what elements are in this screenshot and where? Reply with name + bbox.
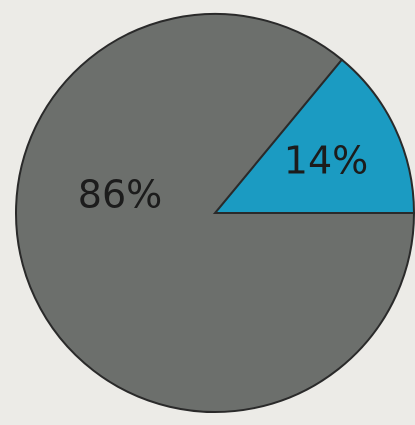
pie-slice — [212, 58, 415, 214]
pie-slice — [15, 13, 415, 413]
slice-label: 14% — [284, 139, 368, 183]
slice-label: 86% — [78, 173, 162, 217]
